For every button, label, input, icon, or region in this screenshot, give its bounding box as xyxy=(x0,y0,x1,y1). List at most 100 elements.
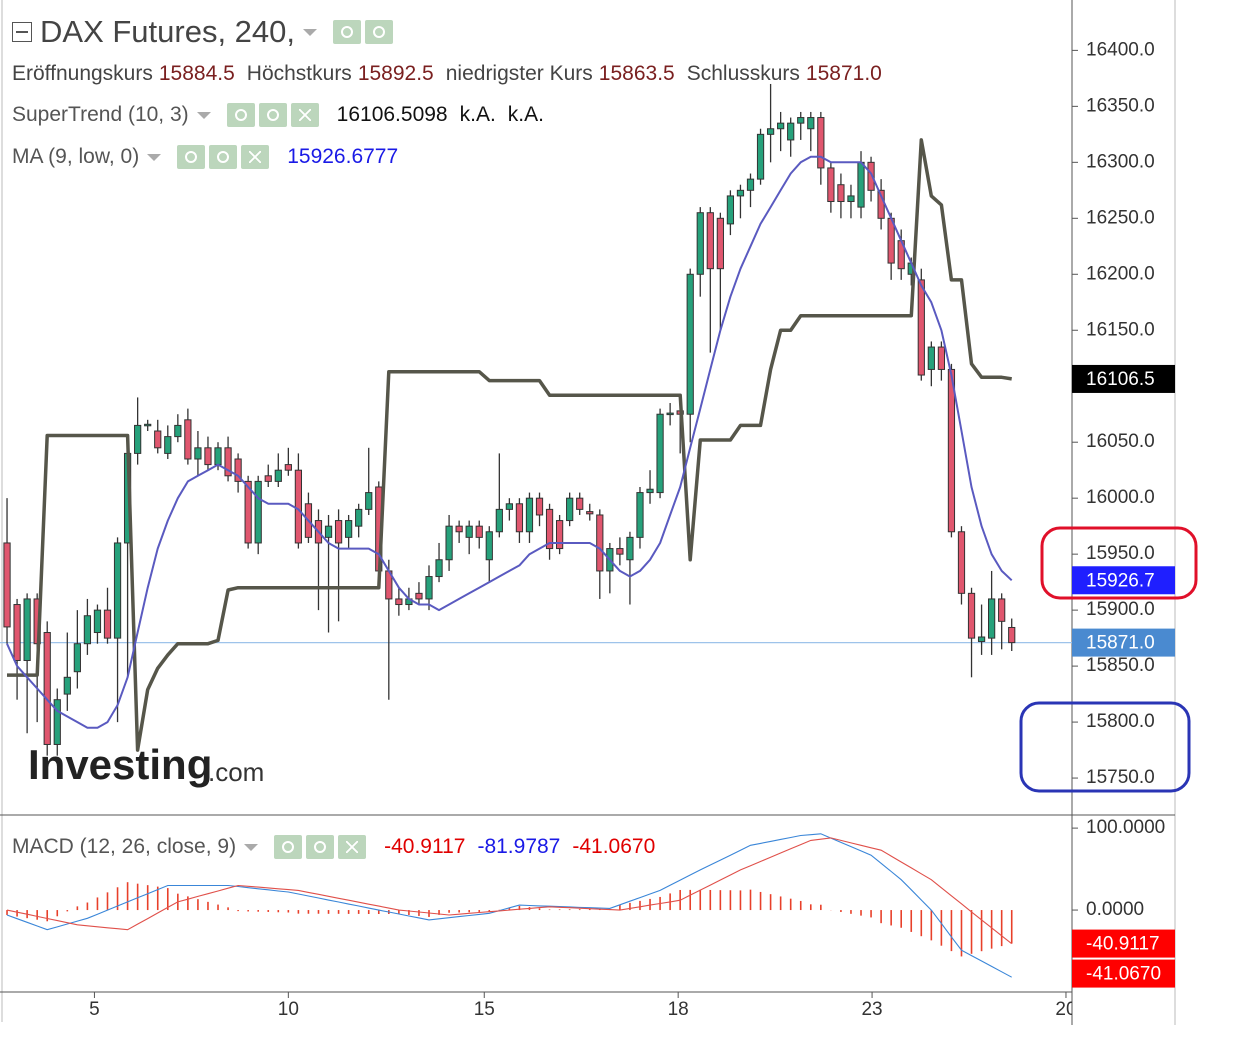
candle-body xyxy=(93,609,102,634)
candle-body xyxy=(144,423,152,427)
candle-body xyxy=(485,531,493,561)
candle-body xyxy=(977,636,986,642)
indicator-name: MA (9, low, 0) xyxy=(12,145,140,168)
legend-value: -41.0670 xyxy=(572,835,656,858)
candle-body xyxy=(736,189,745,197)
dropdown[interactable] xyxy=(147,153,162,161)
legend-name: niedrigster Kurs xyxy=(445,62,593,85)
collapse-icon[interactable] xyxy=(12,22,32,42)
legend-value: k.A. xyxy=(459,103,496,126)
y-tick-label: 16050.0 xyxy=(1086,431,1155,452)
remove-icon[interactable] xyxy=(338,835,367,859)
candle-body xyxy=(345,520,353,538)
candle-body xyxy=(827,167,835,203)
x-tick-label: 5 xyxy=(89,999,100,1020)
indicator-values: -40.9117 -81.9787 -41.0670 xyxy=(384,835,655,859)
watermark: Investing xyxy=(28,741,212,788)
x-tick-label: 18 xyxy=(668,999,689,1020)
dropdown[interactable] xyxy=(196,111,211,119)
y-tick-label: 15800.0 xyxy=(1086,711,1155,732)
highlight-box xyxy=(1040,526,1198,600)
candle-body xyxy=(807,117,815,130)
candle-body xyxy=(365,492,373,510)
candle-body xyxy=(596,514,604,572)
chart-title: DAX Futures, 240, xyxy=(40,14,296,49)
legend-value: 15884.5 xyxy=(158,62,235,85)
price-flag-label: 15871.0 xyxy=(1086,633,1155,654)
candle-body xyxy=(917,279,925,376)
supertrend-legend: SuperTrend (10, 3) 16106.5098 k.A. k.A. xyxy=(12,103,544,127)
eye-icon[interactable] xyxy=(274,835,303,859)
y-tick-label: 15850.0 xyxy=(1086,655,1155,676)
candle-body xyxy=(184,419,192,460)
candle-body xyxy=(947,368,956,533)
candle-body xyxy=(525,497,534,533)
candle-body xyxy=(475,525,483,538)
icons xyxy=(226,103,319,127)
candle-body xyxy=(555,520,564,550)
indicator-name: SuperTrend (10, 3) xyxy=(12,103,189,126)
eye-icon[interactable] xyxy=(333,20,362,44)
legend-value: 15926.6777 xyxy=(287,145,399,168)
candle-body xyxy=(264,475,272,482)
macd-line xyxy=(6,833,1012,978)
candle-body xyxy=(103,609,112,639)
candle-body xyxy=(244,480,252,544)
candle-body xyxy=(63,676,71,695)
dropdown[interactable] xyxy=(244,843,259,851)
candle-body xyxy=(174,424,182,438)
y-tick-label: 100.0000 xyxy=(1086,817,1165,838)
dropdown[interactable] xyxy=(303,28,318,36)
candle-body xyxy=(284,464,292,471)
candle-body xyxy=(726,195,735,225)
settings-icon[interactable] xyxy=(209,145,238,169)
y-tick-label: 16400.0 xyxy=(1086,39,1155,60)
indicator-line xyxy=(6,155,1013,729)
price-flag-label: 16106.5 xyxy=(1086,369,1155,390)
candle-body xyxy=(797,117,805,124)
settings-icon[interactable] xyxy=(258,103,287,127)
candle-body xyxy=(716,217,724,270)
candle-body xyxy=(837,184,845,203)
price-flag xyxy=(1072,566,1175,595)
candle-body xyxy=(576,497,584,510)
price-flag-label: -40.9117 xyxy=(1086,934,1160,955)
macd-line xyxy=(6,837,1013,945)
candle-body xyxy=(777,122,785,130)
candle-body xyxy=(787,122,795,141)
candle-body xyxy=(666,412,674,416)
axes: 15750.0 15800.0 15850.0 15900.0 15950.0 16000… xyxy=(93,39,1175,998)
candle-body xyxy=(756,133,765,180)
candle-body xyxy=(425,576,433,600)
candle-body xyxy=(495,508,503,533)
x-tick-label: 23 xyxy=(861,999,882,1020)
candle-body xyxy=(988,598,996,639)
x-tick-label: 15 xyxy=(474,999,495,1020)
indicator-values: 15926.6777 xyxy=(287,145,398,169)
legend-value: -40.9117 xyxy=(384,835,466,858)
y-tick-label: 16000.0 xyxy=(1086,487,1155,508)
candle-body xyxy=(13,604,21,662)
candle-body xyxy=(113,542,122,639)
candle-body xyxy=(515,503,524,533)
candle-body xyxy=(43,632,51,745)
candle-body xyxy=(294,469,303,544)
settings-icon[interactable] xyxy=(365,20,394,44)
candle-body xyxy=(355,508,363,527)
candle-body xyxy=(847,195,855,203)
y-tick-label: 0.0000 xyxy=(1086,899,1144,920)
settings-icon[interactable] xyxy=(306,835,335,859)
candle-body xyxy=(73,643,81,673)
legend-value: -81.9787 xyxy=(477,835,561,858)
candle-body xyxy=(455,525,463,533)
candle-body xyxy=(254,480,262,544)
remove-icon[interactable] xyxy=(241,145,270,169)
eye-icon[interactable] xyxy=(177,145,206,169)
remove-icon[interactable] xyxy=(290,103,319,127)
eye-icon[interactable] xyxy=(226,103,255,127)
candle-body xyxy=(465,525,473,538)
icons xyxy=(333,20,394,44)
candle-body xyxy=(998,598,1006,622)
